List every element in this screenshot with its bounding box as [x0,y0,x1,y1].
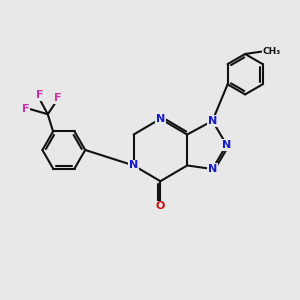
Text: N: N [222,140,231,150]
Text: N: N [208,116,217,126]
Text: F: F [22,104,29,114]
Text: N: N [156,114,165,124]
Text: F: F [36,90,43,100]
Text: N: N [129,160,138,170]
Text: O: O [156,202,165,212]
Text: F: F [54,93,61,103]
Text: N: N [208,164,217,174]
Text: CH₃: CH₃ [262,46,280,56]
